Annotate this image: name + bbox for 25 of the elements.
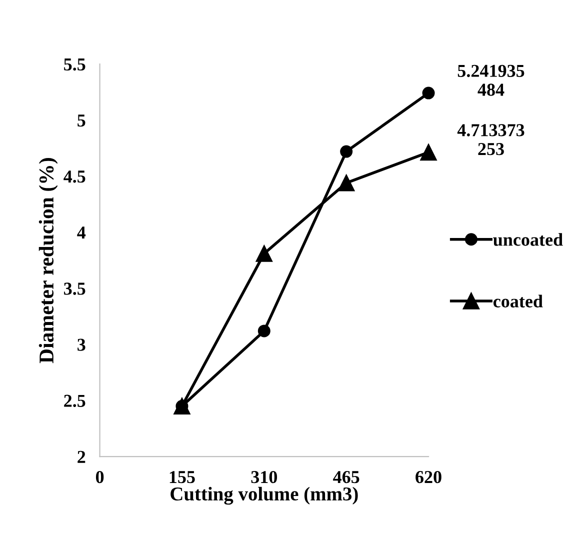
legend-label: uncoated [493,233,563,246]
data-label: 4.713373253 [457,124,524,156]
x-tick-label: 0 [96,470,104,484]
x-tick-label: 155 [170,471,195,484]
point [338,174,355,192]
y-tick-label: 4 [77,226,86,239]
x-tick-label: 465 [333,471,360,484]
y-tick-label: 3.5 [64,282,86,295]
y-tick-label: 2.5 [64,394,86,408]
point [256,245,272,262]
point [420,144,437,161]
point [258,324,270,338]
y-tick-label: 2 [78,450,86,463]
data-label: 5.241935484 [458,64,524,96]
y-tick-label: 4.5 [64,170,86,183]
y-tick-label: 5 [78,114,86,127]
legend-label: coated [493,294,543,308]
y-tick-label: 5.5 [64,58,86,71]
x-tick-label: 620 [416,470,442,484]
y-axis-title: Diameter reducion (%) [38,158,58,364]
x-axis-title: Cutting volume (mm3) [170,486,358,505]
x-tick-label: 310 [251,470,278,484]
point [340,145,353,158]
point [422,86,435,100]
y-tick-label: 3 [78,338,86,351]
